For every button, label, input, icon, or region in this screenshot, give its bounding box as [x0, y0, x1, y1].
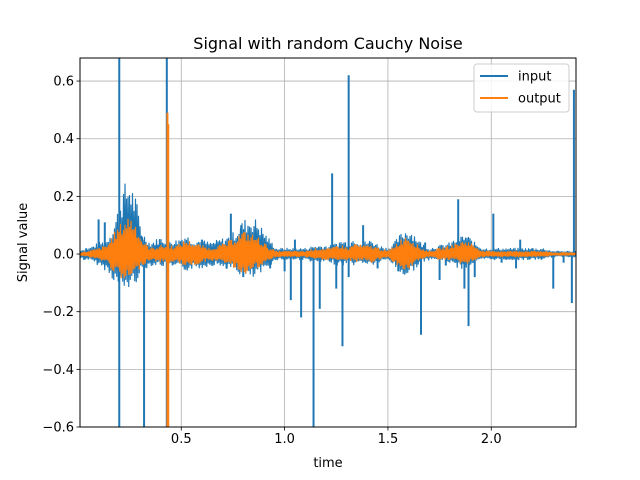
- y-tick-label: −0.6: [42, 421, 74, 436]
- plot-frame: [79, 57, 577, 428]
- legend-label-output: output: [518, 92, 561, 107]
- y-tick-label: −0.2: [42, 305, 74, 320]
- y-tick-label: 0.2: [53, 190, 74, 205]
- y-tick-label: 0.0: [53, 248, 74, 263]
- y-tick-label: −0.4: [42, 363, 74, 378]
- series-line-output: [79, 218, 577, 279]
- axis-ticks: 0.5 1.0 1.5 2.0 −0.6 −0.4 −0.2 0.0 0.2 0.4 0.6: [42, 75, 501, 447]
- x-axis-label: time: [313, 456, 342, 471]
- plot-series: [79, 58, 577, 427]
- legend-label-input: input: [518, 70, 551, 85]
- y-tick-label: 0.4: [53, 132, 74, 147]
- x-tick-label: 0.5: [171, 432, 192, 447]
- x-tick-label: 1.5: [378, 432, 399, 447]
- x-tick-label: 1.0: [274, 432, 295, 447]
- x-tick-label: 2.0: [481, 432, 502, 447]
- legend: input output: [473, 63, 570, 113]
- y-tick-label: 0.6: [53, 75, 74, 90]
- y-axis-label: Signal value: [16, 203, 31, 283]
- chart-title: Signal with random Cauchy Noise: [193, 34, 462, 53]
- series-output: [79, 112, 577, 427]
